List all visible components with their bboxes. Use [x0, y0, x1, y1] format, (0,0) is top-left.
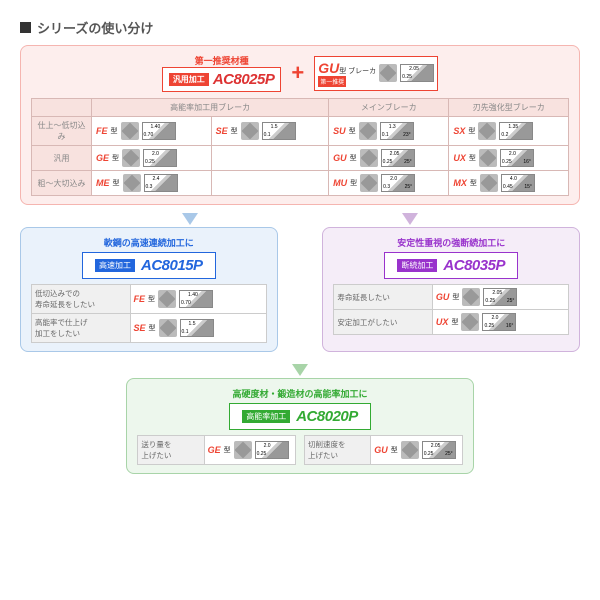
mid-sections-row: 軟鋼の高速連続加工に 高速加工 AC8015P 低切込みでの寿命延長をしたいFE… — [20, 227, 580, 358]
main-grade-badge: 汎用加工 AC8025P — [162, 67, 282, 92]
mid-right-table: 寿命延長したいGU型2.050.2525°安定加工がしたいUX型2.00.251… — [333, 284, 569, 335]
bottom-section: 高硬度材・鍛造材の高能率加工に 高能率加工 AC8020P 送り量を上げたいGE… — [126, 378, 473, 474]
top-breaker-table: 高能率加工用ブレーカ メインブレーカ 刃先強化型ブレーカ 仕上～低切込みFE型1… — [31, 98, 569, 196]
grade-badge: 高能率加工 AC8020P — [229, 403, 371, 430]
top-header-row: 第一推奨材種 汎用加工 AC8025P + GU型 ブレーカ 第一推奨 2.05… — [31, 54, 569, 92]
section-title: 軟鋼の高速連続加工に — [31, 236, 267, 249]
insert-icon — [379, 64, 397, 82]
arrow-down-icon — [402, 213, 418, 225]
top-section: 第一推奨材種 汎用加工 AC8025P + GU型 ブレーカ 第一推奨 2.05… — [20, 45, 580, 205]
plus-icon: + — [291, 60, 304, 86]
gu-big-label: GU — [318, 60, 339, 76]
arrows-mid-row — [20, 211, 580, 227]
gu-tiny-tag: 第一推奨 — [318, 76, 346, 87]
diagram-icon: 2.050.25 — [400, 64, 434, 82]
section-title: 高硬度材・鍛造材の高能率加工に — [137, 387, 462, 400]
section-title: 安定性重視の強断続加工に — [333, 236, 569, 249]
grade-badge: 断続加工 AC8035P — [384, 252, 518, 279]
grade-badge: 高速加工 AC8015P — [82, 252, 216, 279]
main-grade-name: AC8025P — [213, 71, 275, 88]
page-header: シリーズの使い分け — [20, 18, 580, 37]
mid-left-table: 低切込みでの寿命延長をしたいFE型1.400.70高能率で仕上げ加工をしたいSE… — [31, 284, 267, 343]
univ-tag: 汎用加工 — [169, 73, 209, 86]
page-title: シリーズの使い分け — [37, 18, 153, 37]
gu-breaker-box: GU型 ブレーカ 第一推奨 2.050.25 — [314, 56, 438, 91]
mid-right-section: 安定性重視の強断続加工に 断続加工 AC8035P 寿命延長したいGU型2.05… — [322, 227, 580, 352]
recommend-label: 第一推奨材種 — [162, 54, 282, 67]
mid-left-section: 軟鋼の高速連続加工に 高速加工 AC8015P 低切込みでの寿命延長をしたいFE… — [20, 227, 278, 352]
arrow-down-icon — [292, 364, 308, 376]
header-square-icon — [20, 22, 31, 33]
arrow-down-icon — [182, 213, 198, 225]
bottom-row: 送り量を上げたいGE型2.00.25切削速度を上げたいGU型2.050.2525… — [137, 435, 462, 465]
